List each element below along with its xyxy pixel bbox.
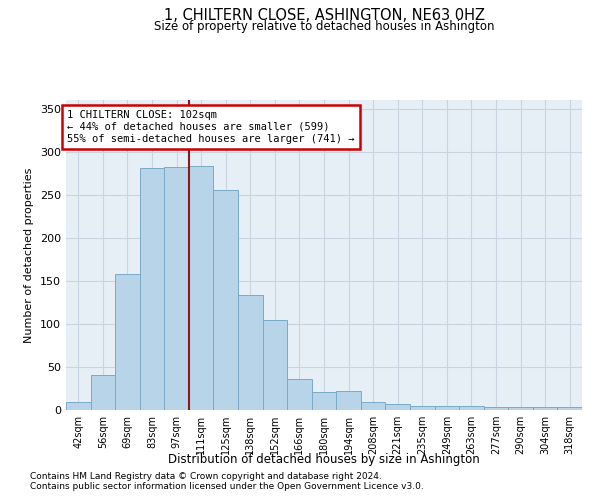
Bar (115, 274, 140, 410)
Bar (361, 402, 385, 410)
Text: 1, CHILTERN CLOSE, ASHINGTON, NE63 0HZ: 1, CHILTERN CLOSE, ASHINGTON, NE63 0HZ (163, 8, 485, 22)
Bar (66, 402, 91, 410)
Bar (434, 406, 459, 410)
Text: Size of property relative to detached houses in Ashington: Size of property relative to detached ho… (154, 20, 494, 33)
Bar (140, 168, 164, 410)
Bar (189, 166, 214, 410)
Bar (533, 408, 557, 410)
Text: 1 CHILTERN CLOSE: 102sqm
← 44% of detached houses are smaller (599)
55% of semi-: 1 CHILTERN CLOSE: 102sqm ← 44% of detach… (67, 110, 355, 144)
Bar (287, 379, 312, 410)
Bar (263, 320, 287, 410)
Bar (459, 406, 484, 410)
Bar (164, 167, 189, 410)
Bar (312, 392, 336, 410)
Bar (508, 406, 533, 410)
Bar (238, 294, 263, 410)
Bar (214, 190, 238, 410)
Text: Contains HM Land Registry data © Crown copyright and database right 2024.: Contains HM Land Registry data © Crown c… (30, 472, 382, 481)
Bar (91, 374, 115, 410)
Text: Contains public sector information licensed under the Open Government Licence v3: Contains public sector information licen… (30, 482, 424, 491)
Text: Distribution of detached houses by size in Ashington: Distribution of detached houses by size … (168, 452, 480, 466)
Bar (484, 406, 508, 410)
Bar (385, 404, 410, 410)
Bar (410, 406, 434, 410)
Bar (557, 408, 582, 410)
Y-axis label: Number of detached properties: Number of detached properties (25, 168, 34, 342)
Bar (336, 391, 361, 410)
